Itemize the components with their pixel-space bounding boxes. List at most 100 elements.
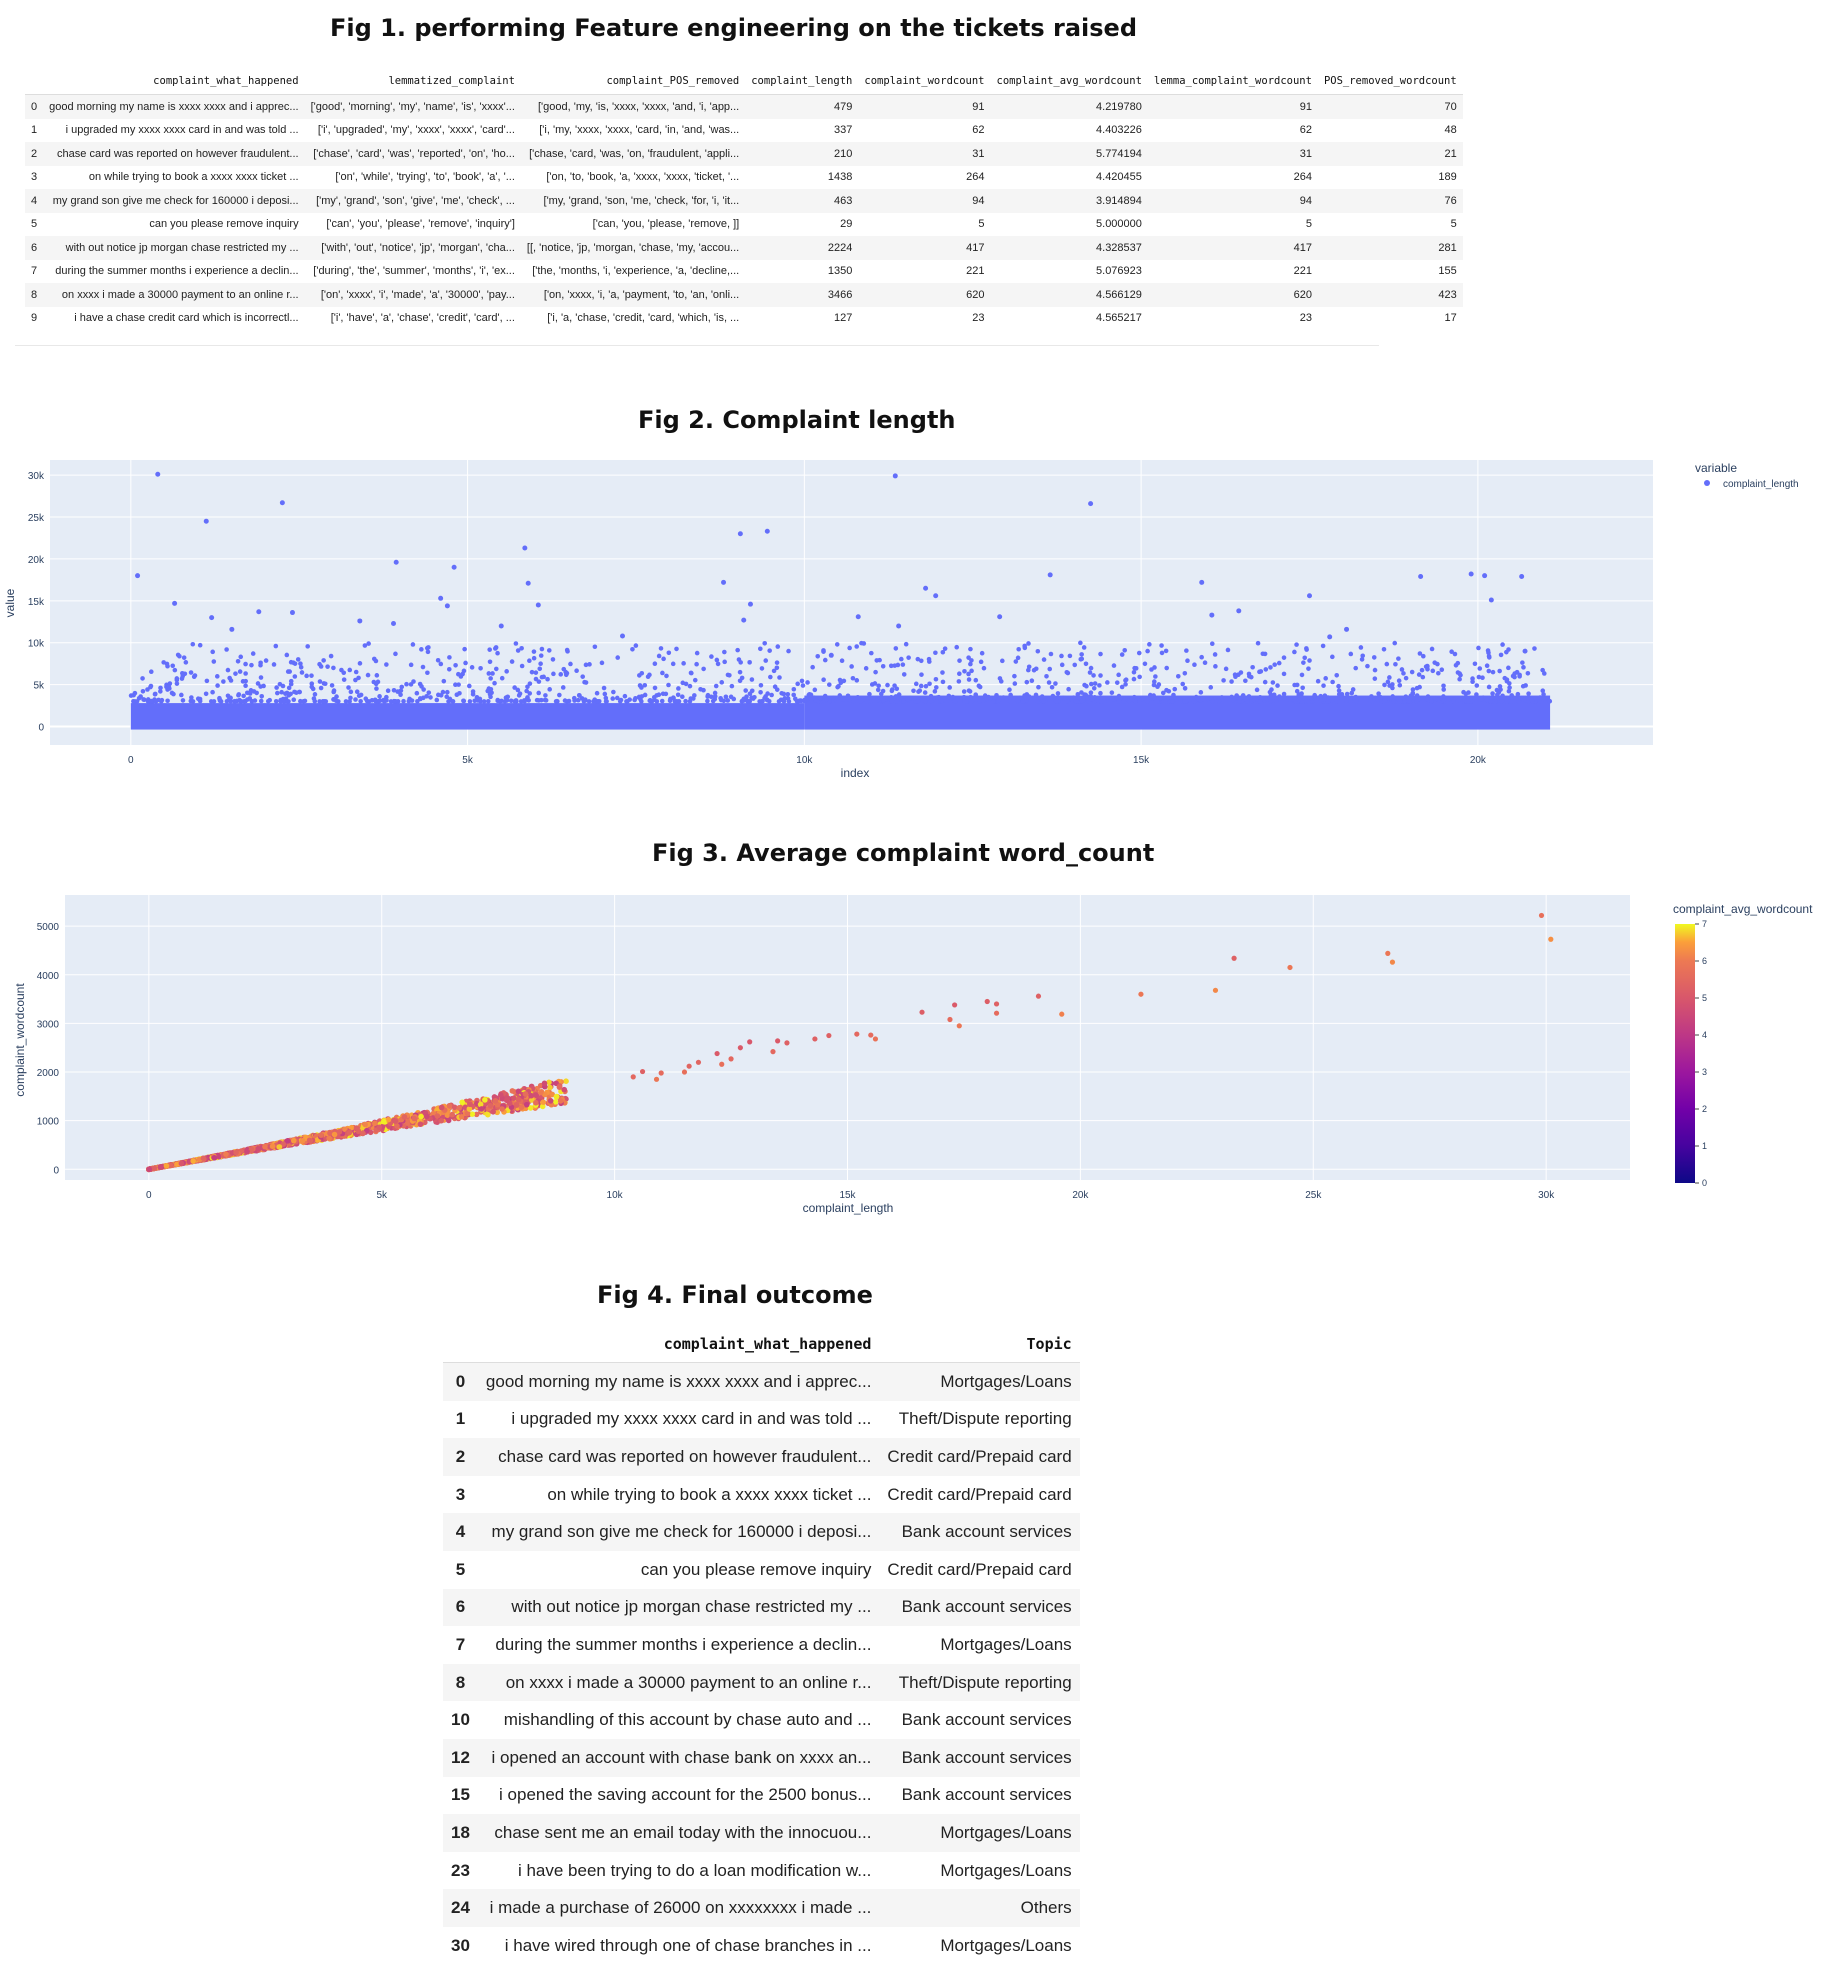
- table-cell: 4.219780: [1096, 100, 1142, 113]
- data-point: [1263, 667, 1269, 672]
- data-point: [336, 1129, 343, 1135]
- data-point: [317, 699, 322, 704]
- data-point: [1102, 699, 1108, 704]
- data-point: [1257, 669, 1262, 675]
- data-point: [1532, 646, 1537, 651]
- data-point: [502, 699, 508, 704]
- table-cell: 29: [840, 218, 853, 231]
- data-point: [1026, 667, 1031, 673]
- data-point: [1348, 651, 1354, 657]
- data-point: [1281, 655, 1287, 660]
- data-point: [467, 683, 472, 689]
- data-point: [1500, 642, 1505, 647]
- data-point: [224, 647, 229, 652]
- table-cell: ['the, 'months, 'i, 'experience, 'a, 'de…: [532, 265, 740, 278]
- data-point: [993, 1001, 1000, 1007]
- data-point: [760, 698, 765, 704]
- table-cell: 2224: [827, 241, 853, 254]
- data-point: [630, 646, 635, 652]
- table-cell: i upgraded my xxxx xxxx card in and was …: [65, 124, 299, 137]
- data-point: [499, 698, 504, 704]
- data-point: [1071, 695, 1076, 701]
- table-row: 1 i upgraded my xxxx xxxx card in and was…: [25, 119, 1463, 143]
- data-point: [456, 682, 461, 687]
- data-point: [1429, 646, 1435, 652]
- data-point: [487, 1102, 494, 1109]
- data-point: [203, 691, 209, 697]
- data-point: [482, 1097, 488, 1103]
- data-point: [512, 685, 517, 690]
- data-point: [283, 691, 288, 696]
- data-point: [800, 683, 806, 688]
- data-point: [273, 699, 279, 704]
- data-point: [223, 1151, 229, 1157]
- data-point: [327, 1130, 333, 1137]
- series-points: [128, 471, 1553, 730]
- data-point: [583, 662, 589, 668]
- data-point: [1152, 679, 1157, 684]
- data-point: [258, 675, 264, 680]
- data-point: [1417, 651, 1423, 656]
- data-point: [280, 1141, 287, 1148]
- table-cell: ['during', 'the', 'summer', 'months', 'i…: [313, 265, 515, 278]
- data-point: [1421, 653, 1426, 659]
- data-point: [170, 663, 176, 669]
- data-point: [564, 647, 570, 653]
- data-point: [1185, 658, 1190, 664]
- data-point: [288, 678, 294, 684]
- data-point: [1499, 699, 1505, 704]
- data-point: [1105, 680, 1110, 685]
- data-point: [577, 693, 582, 698]
- table-cell: 4.403226: [1096, 124, 1142, 137]
- data-point: [228, 678, 234, 683]
- data-point: [289, 610, 295, 616]
- table-row: 5 can you please remove inquiry ['can', 'y…: [25, 213, 1463, 237]
- dense-points: [130, 703, 805, 730]
- data-point: [167, 681, 173, 686]
- data-point: [918, 683, 924, 689]
- data-point: [358, 698, 363, 704]
- data-point: [255, 681, 261, 686]
- data-point: [1007, 687, 1012, 693]
- data-point: [331, 1131, 338, 1138]
- data-point: [1358, 645, 1364, 650]
- y-tick-label: 10k: [28, 639, 45, 650]
- data-point: [329, 683, 335, 688]
- data-point: [438, 1104, 445, 1111]
- data-point: [1243, 678, 1248, 684]
- table-cell: 423: [1438, 288, 1457, 301]
- data-point: [540, 1099, 547, 1105]
- data-point: [393, 651, 398, 657]
- data-point: [1418, 574, 1424, 580]
- data-point: [881, 698, 886, 703]
- data-point: [1451, 699, 1456, 704]
- data-point: [705, 694, 710, 699]
- data-point: [331, 665, 336, 671]
- data-point: [997, 614, 1003, 620]
- data-point: [393, 559, 399, 565]
- data-point: [779, 691, 784, 696]
- data-point: [997, 676, 1003, 681]
- data-point: [895, 662, 901, 668]
- data-point: [290, 1137, 297, 1144]
- table-cell: 17: [1444, 312, 1457, 325]
- data-point: [347, 699, 352, 704]
- data-point: [401, 698, 406, 704]
- data-point: [497, 1092, 504, 1098]
- data-point: [934, 699, 939, 704]
- data-point: [321, 658, 326, 663]
- data-point: [1088, 681, 1094, 687]
- data-point: [681, 661, 686, 666]
- data-point: [499, 675, 505, 681]
- data-point: [1129, 697, 1135, 702]
- data-point: [749, 695, 754, 701]
- data-point: [171, 691, 176, 697]
- data-point: [1160, 690, 1166, 696]
- data-point: [1116, 693, 1122, 699]
- data-point: [969, 668, 974, 674]
- data-point: [363, 696, 369, 702]
- data-point: [1502, 675, 1508, 681]
- column-header: complaint_what_happened: [43, 68, 305, 95]
- data-point: [513, 641, 519, 646]
- data-point: [263, 658, 269, 663]
